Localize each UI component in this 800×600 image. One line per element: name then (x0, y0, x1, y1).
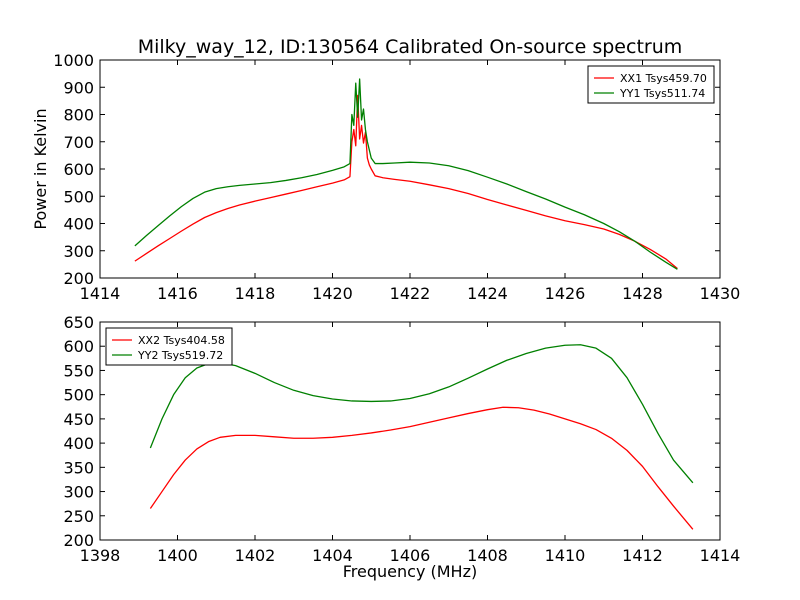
series-line-2 (134, 78, 678, 270)
y-tick-label: 400 (63, 434, 94, 453)
x-tick-label: 1430 (700, 284, 741, 303)
x-tick-label: 1414 (700, 546, 741, 565)
x-tick-label: 1424 (467, 284, 508, 303)
legend: XX1 Tsys459.70 YY1 Tsys511.74 (587, 65, 715, 104)
y-tick-label: 600 (63, 337, 94, 356)
y-tick-label: 400 (63, 215, 94, 234)
y-tick-label: 650 (63, 313, 94, 332)
x-tick-label: 1404 (312, 546, 353, 565)
y-axis-label: Power in Kelvin (31, 108, 50, 229)
series-line-1 (134, 94, 678, 269)
y-tick-label: 350 (63, 458, 94, 477)
y-tick-label: 200 (63, 531, 94, 550)
x-tick-label: 1398 (80, 546, 121, 565)
legend-box (105, 327, 233, 366)
y-tick-label: 900 (63, 78, 94, 97)
y-tick-label: 200 (63, 269, 94, 288)
legend-label-2: YY1 Tsys511.74 (619, 87, 705, 100)
x-tick-label: 1426 (545, 284, 586, 303)
x-tick-label: 1410 (545, 546, 586, 565)
plot-1: 1414 1416 1418 1420 1422 1424 1426 1428 1430 200 3… (31, 51, 740, 303)
legend: XX2 Tsys404.58 YY2 Tsys519.72 (105, 327, 233, 366)
y-tick-label: 550 (63, 361, 94, 380)
x-tick-label: 1418 (235, 284, 276, 303)
x-tick-label: 1428 (622, 284, 663, 303)
x-tick-label: 1406 (390, 546, 431, 565)
series-line-1 (149, 406, 694, 530)
y-tick-label: 600 (63, 160, 94, 179)
y-tick-label: 450 (63, 410, 94, 429)
y-tick-label: 800 (63, 106, 94, 125)
y-tick-label: 1000 (53, 51, 94, 70)
legend-label-2: YY2 Tsys519.72 (137, 349, 223, 362)
x-tick-label: 1414 (80, 284, 121, 303)
legend-label-1: XX1 Tsys459.70 (620, 72, 707, 85)
chart-title: Milky_way_12, ID:130564 Calibrated On-so… (138, 36, 683, 58)
x-tick-label: 1416 (157, 284, 198, 303)
y-tick-label: 700 (63, 133, 94, 152)
x-tick-label: 1400 (157, 546, 198, 565)
y-tick-label: 250 (63, 507, 94, 526)
y-tick-label: 300 (63, 483, 94, 502)
y-tick-label: 300 (63, 242, 94, 261)
y-tick-label: 500 (63, 187, 94, 206)
x-tick-label: 1408 (467, 546, 508, 565)
legend-label-1: XX2 Tsys404.58 (138, 334, 225, 347)
x-tick-label: 1412 (622, 546, 663, 565)
x-tick-label: 1422 (390, 284, 431, 303)
x-axis-label: Frequency (MHz) (343, 562, 477, 581)
plot-2: 1398 1400 1402 1404 1406 1408 1410 1412 1414 200 2… (63, 313, 740, 581)
legend-box (587, 65, 715, 104)
y-tick-label: 500 (63, 386, 94, 405)
x-tick-label: 1420 (312, 284, 353, 303)
x-tick-label: 1402 (235, 546, 276, 565)
